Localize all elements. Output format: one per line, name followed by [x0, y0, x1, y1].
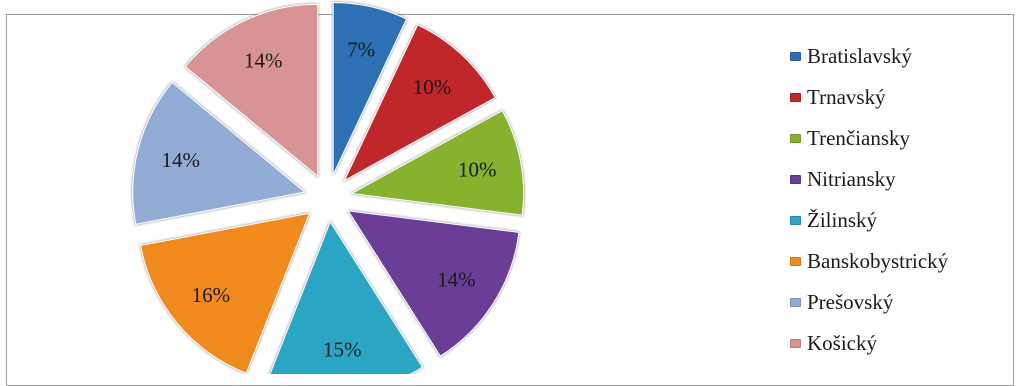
slice-label-bratislavsky: 7%: [347, 38, 375, 62]
legend-label: Banskobystrický: [807, 249, 949, 273]
legend-label: Trnavský: [807, 85, 886, 109]
legend-swatch: [790, 339, 801, 348]
chart-legend: Bratislavský Trnavský Trenčiansky Nitriansk…: [790, 36, 1010, 364]
legend-label: Košický: [807, 331, 877, 355]
legend-item-kosicky: Košický: [790, 323, 1010, 364]
slice-label-banskobystricky: 16%: [192, 283, 231, 307]
slice-label-zilinsky: 15%: [323, 337, 362, 361]
legend-swatch: [790, 52, 801, 61]
slice-label-trnavsky: 10%: [413, 75, 452, 99]
legend-item-presovsky: Prešovský: [790, 282, 1010, 323]
legend-swatch: [790, 175, 801, 184]
slice-label-nitriansky: 14%: [437, 267, 476, 291]
slice-label-presovsky: 14%: [162, 148, 201, 172]
pie-slice-zilinsky: [269, 220, 424, 374]
legend-label: Nitriansky: [807, 167, 896, 191]
legend-item-trnavsky: Trnavský: [790, 77, 1010, 118]
legend-label: Bratislavský: [807, 44, 912, 68]
legend-swatch: [790, 257, 801, 266]
legend-label: Prešovský: [807, 290, 894, 314]
legend-item-zilinsky: Žilinský: [790, 200, 1010, 241]
legend-swatch: [790, 134, 801, 143]
slice-label-trenciansky: 10%: [458, 158, 497, 182]
pie-slice-banskobystricky: [139, 212, 311, 374]
legend-item-nitriansky: Nitriansky: [790, 159, 1010, 200]
pie-slice-bratislavsky: [332, 2, 408, 175]
legend-label: Trenčiansky: [807, 126, 911, 150]
slice-label-kosicky: 14%: [244, 48, 283, 72]
pie-chart: 7% 10% 10% 14% 15% 16% 14% 14%: [132, 2, 525, 374]
legend-swatch: [790, 298, 801, 307]
pie-slice-trnavsky: [343, 24, 496, 182]
pie-slice-trenciansky: [349, 109, 525, 216]
legend-swatch: [790, 216, 801, 225]
legend-item-bratislavsky: Bratislavský: [790, 36, 1010, 77]
legend-item-banskobystricky: Banskobystrický: [790, 241, 1010, 282]
legend-label: Žilinský: [807, 208, 878, 232]
legend-item-trenciansky: Trenčiansky: [790, 118, 1010, 159]
pie-slice-nitriansky: [347, 210, 520, 357]
pie-slice-presovsky: [132, 81, 306, 225]
legend-swatch: [790, 93, 801, 102]
pie-slice-kosicky: [184, 3, 319, 178]
